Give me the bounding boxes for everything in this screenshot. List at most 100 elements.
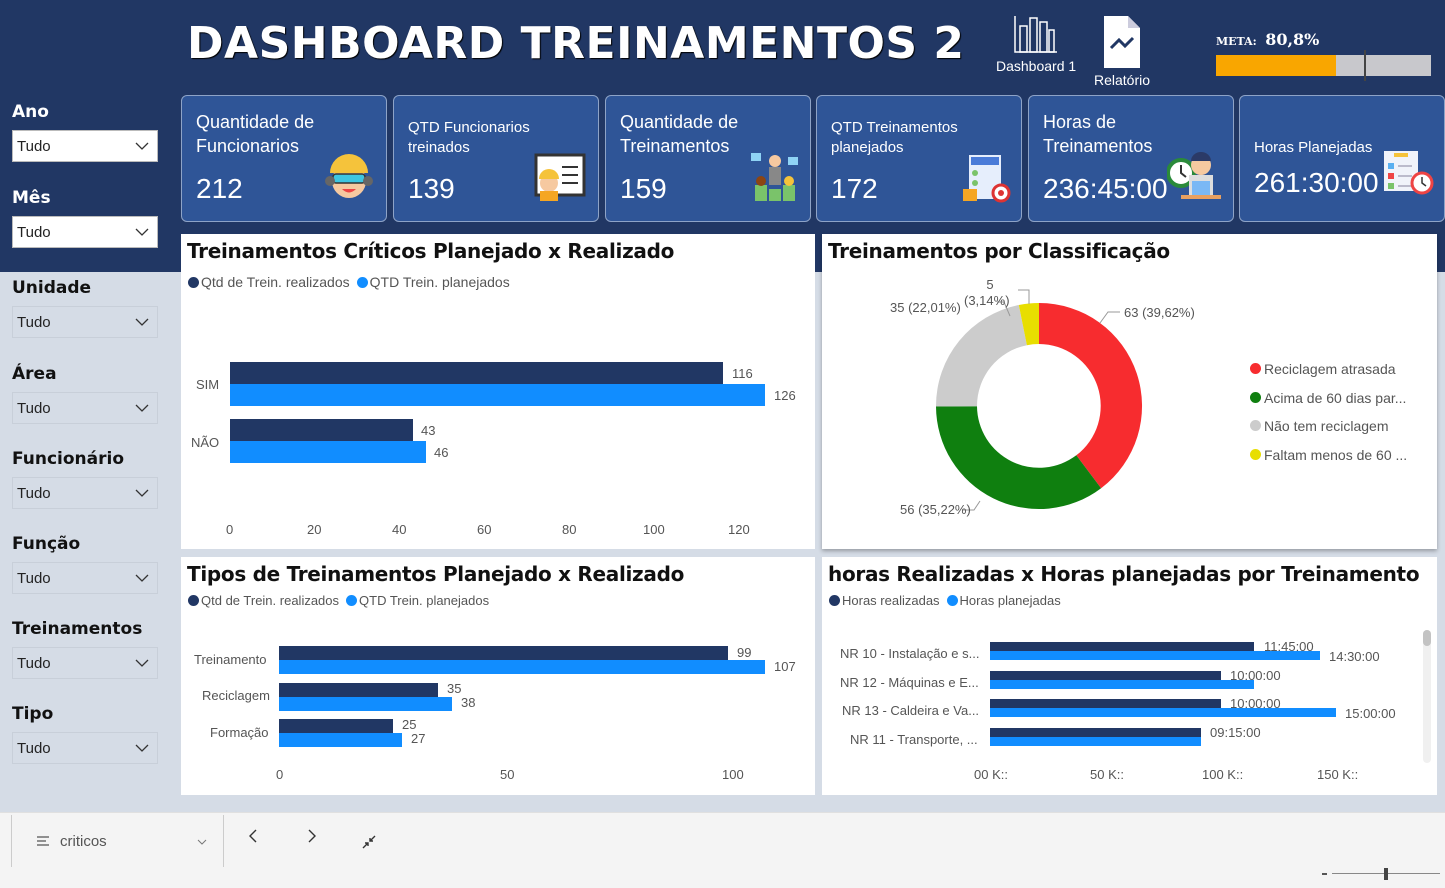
kpi-title: Horas de Treinamentos [1043,112,1153,156]
legend-item[interactable]: Faltam menos de 60 ... [1250,441,1407,470]
chevron-down-icon [135,142,149,150]
filter-value: Tudo [17,399,51,417]
filter-ano-dropdown[interactable]: Tudo [12,130,158,162]
x-tick: 80 [562,522,577,537]
legend-dot-icon [356,277,368,288]
filter-value: Tudo [17,739,51,757]
page-name: criticos [60,832,107,850]
nav-dashboard-1-button[interactable]: Dashboard 1 [996,14,1076,74]
legend-item[interactable]: Não tem reciclagem [1250,412,1407,441]
bar-reciclagem-planejados[interactable] [279,697,452,711]
filter-mes: Mês Tudo [12,188,158,248]
bar-formacao-planejados[interactable] [279,733,402,747]
kpi-value: 236:45:00 [1043,173,1168,204]
legend-label: QTD Trein. planejados [369,274,510,290]
bar-treinamento-planejados[interactable] [279,660,765,674]
x-tick: 60 [477,522,492,537]
bar-nr11-planejadas[interactable] [990,737,1201,746]
legend-label: QTD Trein. planejados [359,593,490,608]
data-label-value: 5 [986,277,994,292]
bar-nr12-planejadas[interactable] [990,680,1254,689]
x-tick: 50 [500,767,515,782]
y-axis-label: Reciclagem [202,688,270,703]
legend-item-horas-realizadas[interactable]: Horas realizadas [829,593,940,608]
donut-chart[interactable] [822,234,1242,549]
legend-item-planejados[interactable]: QTD Trein. planejados [356,274,510,290]
sidebar-filters-bg [0,272,180,812]
x-tick: 100 K:: [1202,767,1244,782]
filter-label: Unidade [12,278,92,298]
legend-item-planejados[interactable]: QTD Trein. planejados [346,593,489,608]
exit-fullscreen-button[interactable] [362,833,376,854]
legend-item-horas-planejadas[interactable]: Horas planejadas [946,593,1061,608]
filter-funcionario: Funcionário Tudo [12,449,158,509]
filter-tipo-dropdown[interactable]: Tudo [12,732,158,764]
chart-title: Tipos de Treinamentos Planejado x Realiz… [187,562,685,586]
filter-funcionario-dropdown[interactable]: Tudo [12,477,158,509]
nav-relatorio-button[interactable]: Relatório [1094,14,1150,88]
filter-label: Função [12,534,81,554]
data-label: 126 [774,388,796,403]
bar-nr13-planejadas[interactable] [990,708,1336,717]
filter-mes-dropdown[interactable]: Tudo [12,216,158,248]
bar-nr10-realizadas[interactable] [990,642,1254,651]
bar-formacao-realizados[interactable] [279,719,393,733]
kpi-card-horas-treinamentos: Horas de Treinamentos 236:45:00 [1028,95,1234,222]
filter-unidade-dropdown[interactable]: Tudo [12,306,158,338]
scrollbar-track[interactable] [1423,630,1431,763]
scrollbar-thumb[interactable] [1423,630,1431,646]
kpi-value: 159 [620,173,667,204]
x-tick: 0 [226,522,234,537]
data-label: 25 [402,717,417,732]
kpi-title: QTD Funcionarios treinados [408,119,530,156]
legend-dot-icon [946,595,958,606]
bar-nr11-realizadas[interactable] [990,728,1201,737]
filter-treinamentos-dropdown[interactable]: Tudo [12,647,158,679]
filter-area-dropdown[interactable]: Tudo [12,392,158,424]
bar-nr12-realizadas[interactable] [990,671,1221,680]
filter-value: Tudo [17,654,51,672]
legend-item-realizados[interactable]: Qtd de Trein. realizados [188,274,350,290]
prev-page-button[interactable] [248,827,258,848]
filter-funcao-dropdown[interactable]: Tudo [12,562,158,594]
legend-item[interactable]: Reciclagem atrasada [1250,355,1407,384]
filter-value: Tudo [17,137,51,155]
nav-relatorio-label: Relatório [1094,72,1151,88]
legend-item-realizados[interactable]: Qtd de Trein. realizados [188,593,339,608]
meta-progress-fill [1216,55,1337,76]
filter-value: Tudo [17,313,51,331]
chevron-down-icon [135,318,149,326]
data-label: 116 [732,366,753,381]
bar-reciclagem-realizados[interactable] [279,683,438,697]
x-tick: 00 K:: [974,767,1008,782]
x-tick: 100 [722,767,744,782]
legend-dot-icon [1250,391,1261,403]
data-label: (3,14%) [964,293,1010,308]
zoom-slider[interactable] [1320,866,1440,882]
chevron-down-icon [135,489,149,497]
legend-item[interactable]: Acima de 60 dias par... [1250,384,1407,413]
bar-nr13-realizadas[interactable] [990,699,1221,708]
bar-nao-planejados[interactable] [230,441,426,463]
legend-label: Faltam menos de 60 ... [1264,447,1408,464]
zoom-thumb[interactable] [1384,868,1388,880]
next-page-button[interactable] [307,827,317,848]
bar-nao-realizados[interactable] [230,419,413,441]
kpi-title: Quantidade de Funcionarios [196,112,315,156]
filter-value: Tudo [17,484,51,502]
legend-label: Horas realizadas [842,593,940,608]
filter-label: Treinamentos [12,619,143,639]
zoom-out-icon[interactable] [1322,873,1327,875]
bar-sim-realizados[interactable] [230,362,723,384]
page-select-dropdown[interactable]: criticos [12,815,224,867]
filter-unidade: Unidade Tudo [12,278,158,338]
y-axis-label: NR 10 - Instalação e s... [840,646,980,661]
slice-nao-tem-reciclagem [935,305,1027,407]
bar-nr10-planejadas[interactable] [990,651,1320,660]
meta-indicator: META: 80,8% [1216,30,1319,50]
bar-treinamento-realizados[interactable] [279,646,728,660]
kpi-card-treinamentos-planejados: QTD Treinamentos planejados 172 [816,95,1022,222]
bar-sim-planejados[interactable] [230,384,765,406]
slice-acima-60-dias [936,406,1102,510]
kpi-title: Horas Planejadas [1254,139,1373,156]
